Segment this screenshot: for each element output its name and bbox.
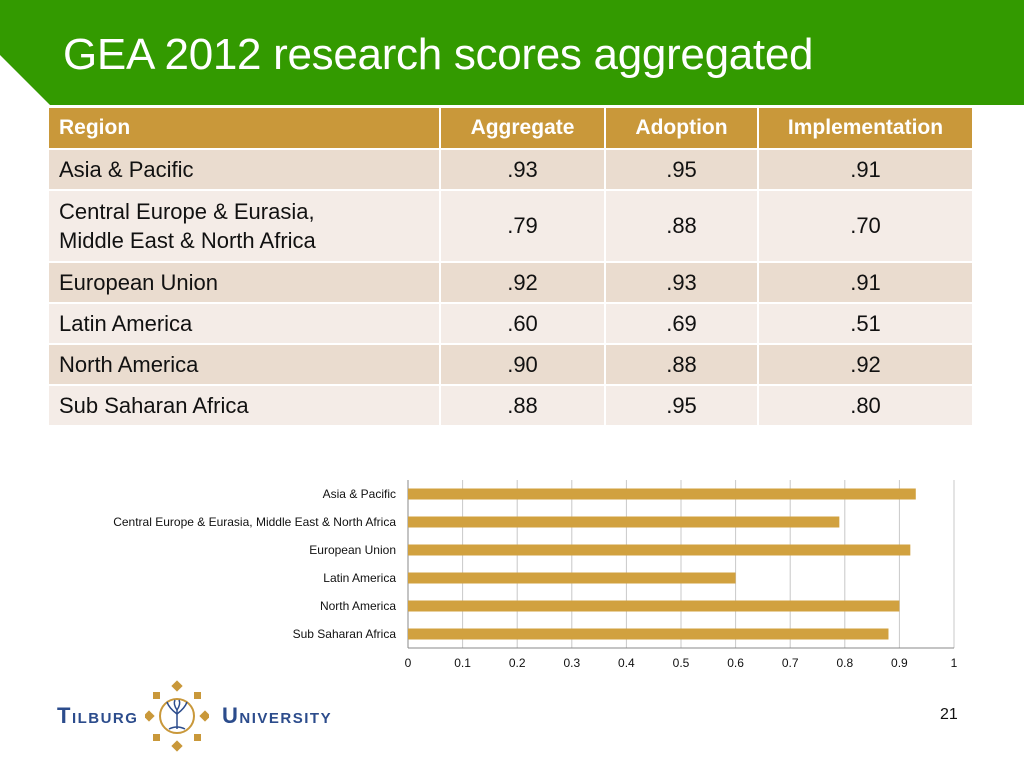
aggregate-bar-chart: 0 0.1 0.2 0.3 0.4 0.5 0.6 0.7 0.8 0.9 1 Asia & Paci… [113, 480, 958, 670]
x-tick-label: 0.2 [509, 656, 526, 670]
bar [408, 488, 916, 500]
table-row: Central Europe & Eurasia, Middle East & … [49, 190, 972, 263]
logo-wordmark-right: University [222, 703, 333, 728]
category-label: European Union [309, 543, 396, 557]
table-row: Latin America .60 .69 .51 [49, 303, 972, 345]
cell-aggregate: .92 [440, 262, 606, 304]
x-tick-label: 0.1 [454, 656, 471, 670]
cell-adoption: .88 [605, 344, 759, 386]
cell-region-line2: Middle East & North Africa [59, 228, 316, 253]
title-banner [0, 0, 1024, 105]
category-label: Central Europe & Eurasia, Middle East & … [113, 515, 396, 529]
cell-adoption: .69 [605, 303, 759, 345]
x-tick-label: 0.4 [618, 656, 635, 670]
x-tick-label: 0.9 [891, 656, 908, 670]
cell-implementation: .92 [758, 344, 972, 386]
table-row: Asia & Pacific .93 .95 .91 [49, 149, 972, 191]
cell-implementation: .51 [758, 303, 972, 345]
bar [408, 516, 840, 528]
bar [408, 600, 900, 612]
x-tick-label: 0.3 [563, 656, 580, 670]
cell-region: North America [49, 344, 441, 386]
category-label: Sub Saharan Africa [293, 627, 397, 641]
header-adoption: Adoption [605, 108, 759, 150]
bar [408, 544, 911, 556]
cell-aggregate: .79 [440, 190, 606, 263]
scores-table: Region Aggregate Adoption Implementation… [49, 108, 972, 427]
page-number: 21 [940, 706, 958, 723]
category-label: Latin America [323, 571, 396, 585]
cell-region: Asia & Pacific [49, 149, 441, 191]
cell-aggregate: .88 [440, 385, 606, 427]
cell-region: Latin America [49, 303, 441, 345]
x-tick-label: 0.6 [727, 656, 744, 670]
cell-region-line1: Central Europe & Eurasia, [59, 199, 315, 224]
x-tick-label: 0.8 [836, 656, 853, 670]
cell-aggregate: .90 [440, 344, 606, 386]
cell-adoption: .95 [605, 385, 759, 427]
cell-region: European Union [49, 262, 441, 304]
logo-wordmark-left: Tilburg [57, 703, 139, 728]
x-tick-label: 0.7 [782, 656, 799, 670]
table-row: Sub Saharan Africa .88 .95 .80 [49, 385, 972, 427]
header-implementation: Implementation [758, 108, 972, 150]
table-row: North America .90 .88 .92 [49, 344, 972, 386]
header-aggregate: Aggregate [440, 108, 606, 150]
category-label: North America [320, 599, 396, 613]
cell-implementation: .91 [758, 149, 972, 191]
cell-adoption: .93 [605, 262, 759, 304]
cell-implementation: .91 [758, 262, 972, 304]
category-label: Asia & Pacific [323, 487, 396, 501]
bar [408, 572, 736, 584]
cell-implementation: .70 [758, 190, 972, 263]
slide-title: GEA 2012 research scores aggregated [63, 30, 814, 79]
x-tick-label: 0.5 [673, 656, 690, 670]
cell-region: Sub Saharan Africa [49, 385, 441, 427]
cell-region: Central Europe & Eurasia, Middle East & … [49, 190, 441, 263]
header-region: Region [49, 108, 441, 150]
x-tick-label: 1 [951, 656, 958, 670]
x-tick-label: 0 [405, 656, 412, 670]
cell-implementation: .80 [758, 385, 972, 427]
cell-aggregate: .60 [440, 303, 606, 345]
cell-aggregate: .93 [440, 149, 606, 191]
bar [408, 628, 889, 640]
cell-adoption: .88 [605, 190, 759, 263]
table-row: European Union .92 .93 .91 [49, 262, 972, 304]
table-header-row: Region Aggregate Adoption Implementation [49, 108, 972, 150]
cell-adoption: .95 [605, 149, 759, 191]
tilburg-tree-crest-icon [145, 680, 209, 752]
